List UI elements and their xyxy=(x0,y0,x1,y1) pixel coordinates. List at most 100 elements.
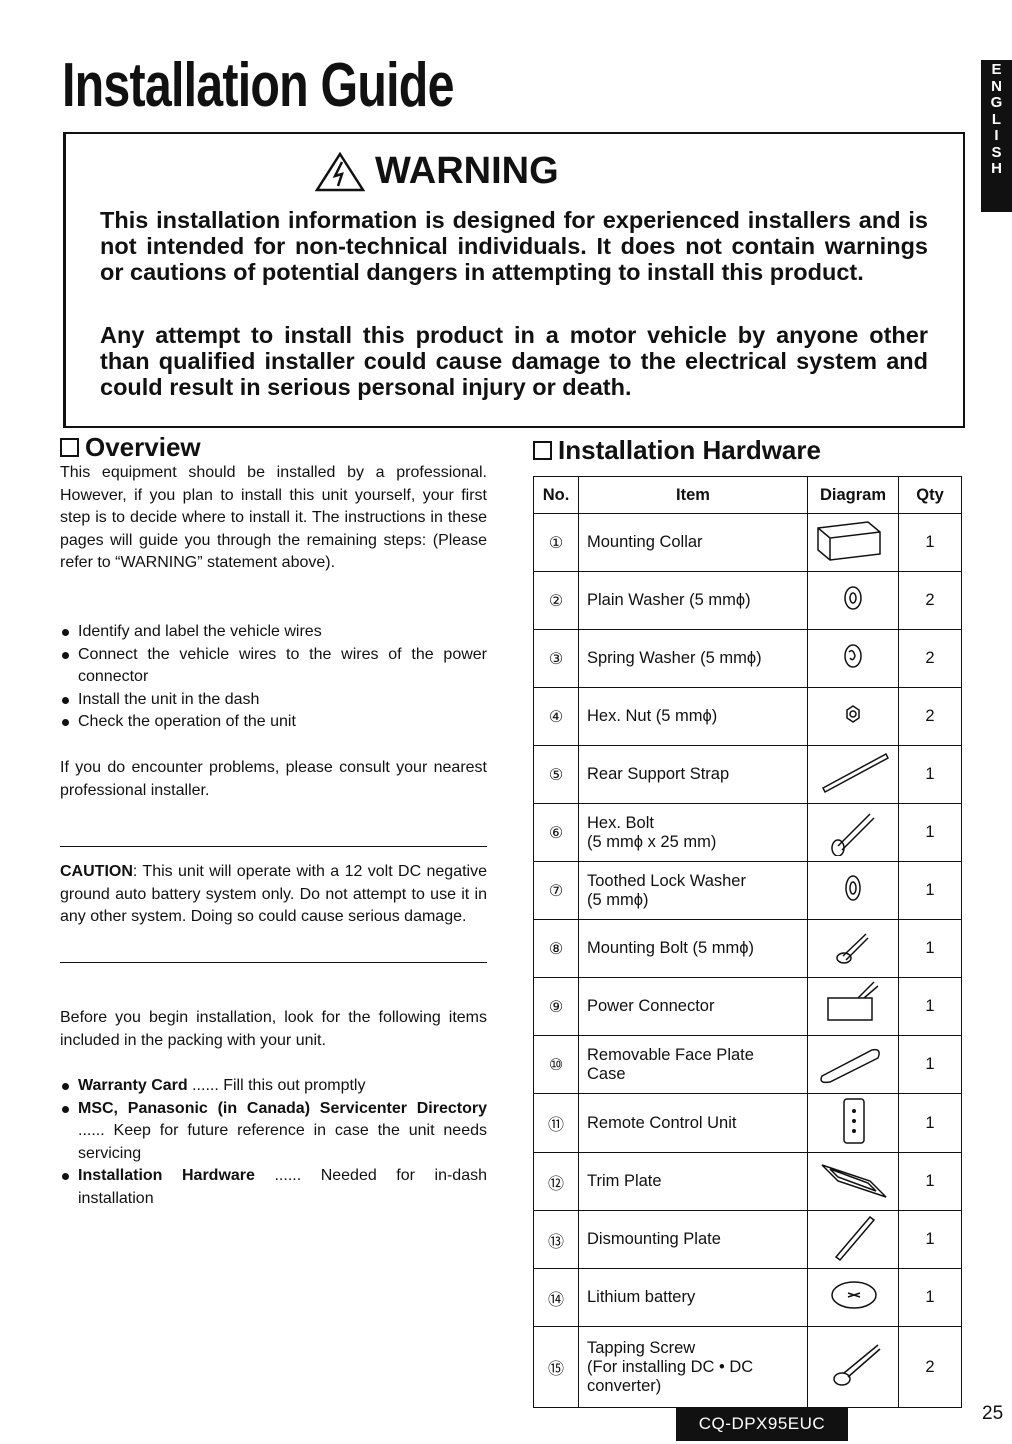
item-name: Lithium battery xyxy=(578,1268,808,1327)
power-connector-icon xyxy=(827,981,879,1021)
step-item: Identify and label the vehicle wires xyxy=(60,621,487,644)
item-name: Spring Washer (5 mmϕ) xyxy=(578,629,808,688)
col-item: Item xyxy=(578,476,808,514)
item-qty: 1 xyxy=(898,1152,962,1211)
col-no: No. xyxy=(533,476,579,514)
hex-nut-icon xyxy=(846,705,860,723)
language-tab-letter: G xyxy=(990,94,1003,111)
language-tab-letter: N xyxy=(991,77,1002,95)
item-diagram xyxy=(807,571,899,630)
table-row: ⑦ Toothed Lock Washer (5 mmϕ) 1 xyxy=(533,861,962,920)
packing-item-note: ...... Keep for future reference in case… xyxy=(78,1122,487,1162)
item-diagram xyxy=(807,513,899,572)
table-row: ② Plain Washer (5 mmϕ) 2 xyxy=(533,571,962,630)
item-diagram xyxy=(807,629,899,688)
spring-washer-icon xyxy=(844,644,862,668)
item-number: ⑬ xyxy=(533,1210,579,1269)
item-name: Remote Control Unit xyxy=(578,1093,808,1153)
item-qty: 2 xyxy=(898,1326,962,1408)
overview-intro: This equipment should be installed by a … xyxy=(60,462,487,575)
item-qty: 1 xyxy=(898,1093,962,1153)
item-name: Mounting Bolt (5 mmϕ) xyxy=(578,919,808,978)
item-qty: 1 xyxy=(898,919,962,978)
plain-washer-icon xyxy=(844,586,862,610)
item-qty: 1 xyxy=(898,1268,962,1327)
step-item: Check the operation of the unit xyxy=(60,711,487,734)
warning-title: WARNING xyxy=(375,150,559,192)
table-header: No. Item Diagram Qty xyxy=(533,476,962,514)
steps-list: Identify and label the vehicle wires Conn… xyxy=(60,621,487,734)
tapping-screw-icon xyxy=(833,1343,881,1386)
overview-heading-text: Overview xyxy=(85,432,201,462)
step-item: Install the unit in the dash xyxy=(60,689,487,712)
overview-intro-text: This equipment should be installed by a … xyxy=(60,464,487,572)
table-row: ⑫ Trim Plate 1 xyxy=(533,1152,962,1211)
overview-heading: Overview xyxy=(60,432,201,463)
checkbox-square-icon xyxy=(533,441,552,460)
table-row: ① Mounting Collar 1 xyxy=(533,513,962,572)
item-diagram xyxy=(807,1035,899,1094)
packing-item-note: ...... Fill this out promptly xyxy=(187,1077,366,1094)
item-diagram xyxy=(807,919,899,978)
item-number: ⑦ xyxy=(533,861,579,920)
packing-item-note: ...... Needed for in-dash installation xyxy=(78,1167,487,1207)
caution-text: CAUTION: This unit will operate with a 1… xyxy=(60,861,487,929)
mounting-collar-icon xyxy=(817,521,881,561)
table-row: ⑪ Remote Control Unit 1 xyxy=(533,1093,962,1153)
language-tab-letter: E xyxy=(991,61,1002,78)
table-row: ⑧ Mounting Bolt (5 mmϕ) 1 xyxy=(533,919,962,978)
item-number: ③ xyxy=(533,629,579,688)
item-name: Toothed Lock Washer (5 mmϕ) xyxy=(578,861,808,920)
item-number: ⑭ xyxy=(533,1268,579,1327)
language-tab-letter: H xyxy=(991,160,1002,177)
caution-body: : This unit will operate with a 12 volt … xyxy=(60,863,487,926)
item-diagram xyxy=(807,1210,899,1269)
item-name: Removable Face Plate Case xyxy=(578,1035,808,1094)
caution-label: CAUTION xyxy=(60,863,133,880)
hardware-heading-text: Installation Hardware xyxy=(558,435,821,465)
packing-item: MSC, Panasonic (in Canada) Servicenter D… xyxy=(60,1098,487,1166)
warning-heading: WARNING xyxy=(315,150,559,193)
item-number: ⑨ xyxy=(533,977,579,1036)
table-row: ⑭ Lithium battery 1 xyxy=(533,1268,962,1327)
lock-washer-icon xyxy=(845,875,861,901)
item-diagram xyxy=(807,977,899,1036)
dismounting-plate-icon xyxy=(834,1215,876,1262)
hardware-table: No. Item Diagram Qty ① Mounting Collar 1… xyxy=(533,476,962,1408)
divider xyxy=(60,962,487,963)
item-diagram xyxy=(807,861,899,920)
table-row: ⑩ Removable Face Plate Case 1 xyxy=(533,1035,962,1094)
item-name: Plain Washer (5 mmϕ) xyxy=(578,571,808,630)
warning-box xyxy=(63,132,965,428)
warning-paragraph-2: Any attempt to install this product in a… xyxy=(100,322,928,400)
item-qty: 1 xyxy=(898,977,962,1036)
table-row: ⑤ Rear Support Strap 1 xyxy=(533,745,962,804)
item-qty: 1 xyxy=(898,803,962,862)
problems-text: If you do encounter problems, please con… xyxy=(60,759,487,799)
item-name: Mounting Collar xyxy=(578,513,808,572)
packing-item-name: Warranty Card xyxy=(78,1077,188,1094)
item-qty: 1 xyxy=(898,861,962,920)
language-tab-letter: I xyxy=(994,127,999,144)
item-diagram xyxy=(807,687,899,746)
item-number: ⑤ xyxy=(533,745,579,804)
item-diagram xyxy=(807,1268,899,1327)
item-number: ① xyxy=(533,513,579,572)
item-number: ⑧ xyxy=(533,919,579,978)
item-diagram xyxy=(807,1326,899,1408)
item-number: ⑪ xyxy=(533,1093,579,1153)
divider xyxy=(60,846,487,847)
hardware-heading: Installation Hardware xyxy=(533,435,821,466)
item-number: ⑫ xyxy=(533,1152,579,1211)
item-diagram xyxy=(807,1152,899,1211)
warning-triangle-icon xyxy=(315,151,365,191)
item-diagram xyxy=(807,1093,899,1153)
item-qty: 2 xyxy=(898,629,962,688)
item-diagram xyxy=(807,803,899,862)
language-tab-letter: L xyxy=(991,110,1002,128)
item-number: ⑩ xyxy=(533,1035,579,1094)
face-plate-case-icon xyxy=(820,1048,880,1084)
item-name: Trim Plate xyxy=(578,1152,808,1211)
step-item: Connect the vehicle wires to the wires o… xyxy=(60,644,487,689)
item-number: ② xyxy=(533,571,579,630)
